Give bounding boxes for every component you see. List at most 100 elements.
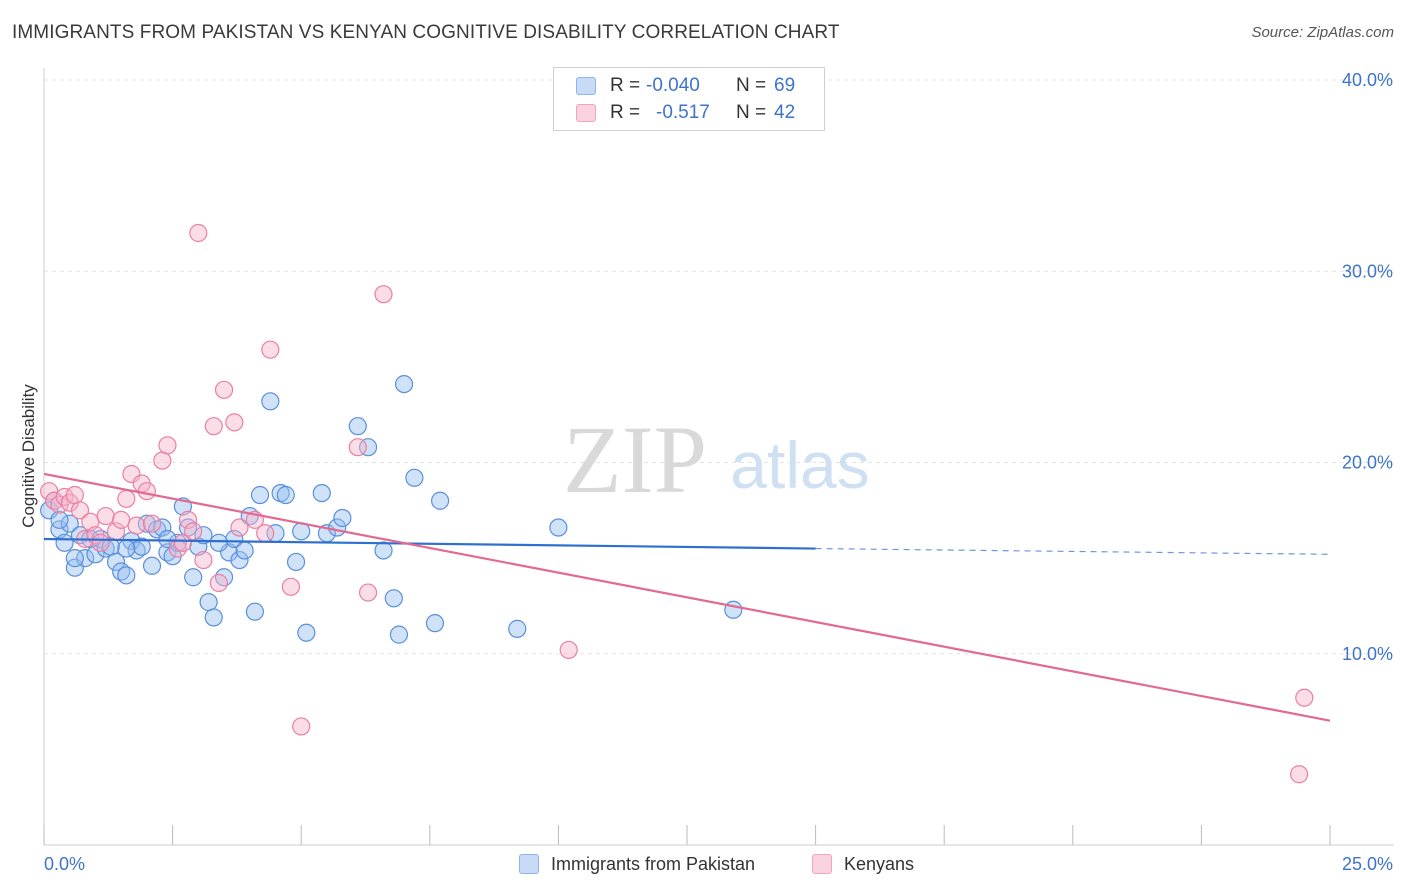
legend-n-label: N =	[736, 102, 767, 123]
point-kenyan	[1290, 765, 1309, 784]
point-pakistan	[76, 549, 95, 568]
point-kenyan	[117, 489, 136, 508]
trend-lines	[43, 472, 1331, 722]
watermark-zip: ZIP	[563, 406, 707, 513]
point-pakistan	[50, 510, 69, 529]
axes	[43, 68, 1394, 846]
point-pakistan	[250, 485, 270, 505]
legend-row-kenyans: R = -0.517 N = 42	[576, 101, 795, 125]
bottom-legend-swatch-pakistan	[519, 854, 539, 874]
point-kenyan	[137, 482, 156, 501]
point-pakistan	[405, 468, 424, 487]
point-kenyan	[184, 522, 203, 541]
point-pakistan	[142, 556, 162, 575]
point-kenyan	[153, 451, 172, 470]
point-pakistan	[549, 518, 568, 537]
point-pakistan	[276, 485, 295, 505]
point-pakistan	[194, 526, 213, 545]
point-pakistan	[430, 491, 450, 510]
point-pakistan	[230, 550, 249, 570]
point-pakistan	[358, 438, 378, 457]
point-pakistan	[389, 625, 409, 644]
point-pakistan	[348, 417, 367, 436]
point-kenyan	[173, 533, 192, 552]
point-pakistan	[117, 566, 136, 585]
point-pakistan	[724, 600, 743, 619]
y-tick-label: 10.0%	[1342, 644, 1393, 664]
point-pakistan	[312, 484, 331, 503]
legend-n-value: 42	[774, 102, 796, 123]
source-label: Source: ZipAtlas.com	[1251, 24, 1394, 41]
point-kenyan	[65, 485, 84, 505]
bottom-legend-label-kenyans: Kenyans	[844, 853, 915, 874]
legend-swatch-kenyans	[576, 104, 596, 122]
point-kenyan	[374, 285, 393, 304]
legend-r-label: R =	[610, 75, 641, 96]
watermark: ZIP atlas	[563, 406, 870, 513]
point-pakistan	[153, 518, 172, 537]
point-kenyan	[70, 501, 90, 520]
point-pakistan	[245, 602, 265, 621]
point-kenyan	[91, 533, 110, 552]
point-kenyan	[112, 510, 131, 529]
y-tick-label: 30.0%	[1342, 261, 1393, 281]
point-kenyan	[358, 583, 378, 602]
point-kenyan	[292, 717, 311, 736]
point-pakistan	[65, 549, 84, 568]
point-kenyan	[127, 516, 146, 535]
point-kenyan	[348, 438, 367, 457]
point-pakistan	[225, 529, 244, 549]
legend-swatch-pakistan	[576, 77, 596, 95]
point-kenyan	[559, 640, 578, 660]
point-kenyan	[214, 380, 234, 399]
trend-line-pakistan	[43, 537, 816, 550]
chart-title: IMMIGRANTS FROM PAKISTAN VS KENYAN COGNI…	[12, 22, 840, 43]
point-kenyan	[225, 413, 244, 432]
legend-r-label: R =	[610, 102, 641, 123]
grid-lines	[44, 79, 1394, 655]
point-pakistan	[261, 392, 280, 411]
watermark-atlas: atlas	[730, 428, 869, 502]
point-pakistan	[508, 619, 527, 638]
legend-n-label: N =	[736, 75, 767, 96]
point-pakistan	[55, 533, 74, 552]
point-kenyan	[194, 550, 213, 570]
y-tick-label: 40.0%	[1342, 70, 1393, 90]
point-pakistan	[204, 608, 223, 627]
point-pakistan	[168, 533, 187, 552]
trend-line-kenyans	[43, 472, 1331, 722]
bottom-legend-pakistan: Immigrants from Pakistan	[519, 852, 755, 876]
bottom-legend-swatch-kenyans	[812, 854, 832, 874]
point-pakistan	[374, 541, 393, 560]
point-pakistan	[384, 589, 403, 608]
point-pakistan	[184, 568, 203, 587]
point-pakistan	[235, 541, 254, 560]
point-kenyan	[178, 510, 198, 529]
point-pakistan	[297, 623, 316, 642]
point-kenyan	[158, 436, 177, 455]
point-pakistan	[214, 568, 234, 587]
x-tick-label: 0.0%	[44, 854, 85, 874]
bottom-legend-label-pakistan: Immigrants from Pakistan	[551, 853, 756, 874]
legend-r-value: -0.517	[656, 102, 710, 123]
legend-n-value: 69	[774, 75, 796, 96]
point-kenyan	[142, 514, 162, 533]
point-kenyan	[209, 573, 228, 593]
y-axis-title: Cognitive Disability	[19, 384, 38, 528]
point-kenyan	[204, 417, 223, 436]
x-tick-label: 25.0%	[1342, 854, 1393, 874]
point-kenyan	[281, 577, 301, 596]
point-pakistan	[425, 614, 445, 633]
y-tick-label: 20.0%	[1342, 453, 1393, 473]
trend-line-pakistan-extension	[815, 547, 1331, 555]
point-kenyan	[230, 518, 249, 537]
point-pakistan	[394, 374, 414, 394]
point-pakistan	[50, 520, 69, 539]
point-pakistan	[199, 593, 218, 612]
point-pakistan	[333, 508, 352, 528]
tick-labels: 10.0% 20.0% 30.0% 40.0% 0.0% 25.0%	[44, 70, 1393, 874]
point-pakistan	[60, 514, 79, 533]
point-kenyan	[1295, 688, 1314, 707]
bottom-legend-kenyans: Kenyans	[812, 852, 914, 876]
